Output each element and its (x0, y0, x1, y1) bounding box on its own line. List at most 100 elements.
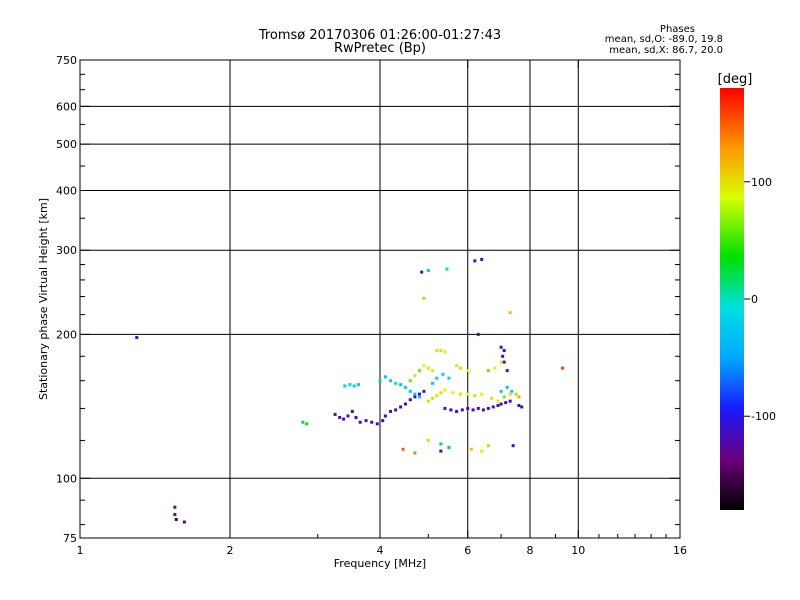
data-point (431, 369, 435, 373)
data-point (473, 259, 477, 263)
data-point (449, 408, 453, 412)
y-tick-label: 750 (56, 54, 77, 67)
data-point (486, 444, 490, 448)
data-point (471, 408, 475, 412)
data-point (491, 405, 495, 409)
data-point (389, 409, 393, 413)
data-point (499, 389, 503, 393)
data-point (499, 360, 503, 364)
data-point (443, 350, 447, 354)
data-point (445, 267, 449, 271)
data-point (413, 395, 417, 399)
grid-lines (80, 60, 680, 538)
data-point (356, 383, 360, 387)
data-point (508, 311, 512, 315)
data-point (510, 389, 514, 393)
data-point (182, 520, 186, 524)
data-point (305, 422, 309, 426)
data-point (476, 332, 480, 336)
data-point (496, 403, 500, 407)
colorbar-tick-label: 0 (751, 293, 758, 306)
data-point (455, 364, 459, 368)
data-point (458, 366, 462, 370)
data-point (364, 419, 368, 423)
data-point (422, 364, 426, 368)
data-point (439, 349, 443, 353)
data-point (358, 420, 362, 424)
y-tick-label: 75 (63, 532, 77, 545)
data-point (561, 366, 565, 370)
data-point (481, 408, 485, 412)
data-point (408, 379, 412, 383)
data-point (431, 396, 435, 400)
x-tick-label: 4 (377, 544, 384, 557)
data-point (333, 412, 337, 416)
data-point (389, 379, 393, 383)
data-point (502, 349, 506, 353)
data-point (443, 388, 447, 392)
chart-title: Tromsø 20170306 01:26:00-01:27:43 (258, 28, 502, 43)
colorbar (720, 88, 744, 510)
data-point (375, 422, 379, 426)
data-point (399, 405, 403, 409)
y-axis-label: Stationary phase Virtual Height [km] (37, 198, 50, 400)
colorbar-tick-label: -100 (751, 410, 776, 423)
data-point (476, 406, 480, 410)
data-point (174, 517, 178, 521)
data-point (517, 395, 521, 399)
data-point (443, 406, 447, 410)
data-point (499, 402, 503, 406)
data-point (342, 417, 346, 421)
data-point (431, 381, 435, 385)
chart-subtitle: RwPretec (Bp) (333, 41, 427, 56)
colorbar-ticks: 100 0 -100 (744, 176, 776, 423)
data-point (343, 384, 347, 388)
phase-stats-title: Phases (659, 24, 695, 35)
data-point (348, 383, 352, 387)
data-point (426, 269, 430, 273)
data-point (417, 395, 421, 399)
data-point (490, 396, 494, 400)
data-point (505, 369, 509, 373)
data-point (466, 392, 470, 396)
phase-stats-x: mean, sd,X: 86.7, 20.0 (609, 45, 723, 56)
data-point (486, 369, 490, 373)
data-point (413, 451, 417, 455)
x-tick-label: 2 (227, 544, 234, 557)
data-point (408, 398, 412, 402)
colorbar-unit: [deg] (718, 72, 753, 87)
data-point (480, 257, 484, 261)
x-axis: 1 2 4 6 8 10 16 (77, 60, 687, 557)
data-point (493, 366, 497, 370)
data-point (501, 354, 505, 358)
data-point (473, 393, 477, 397)
x-tick-label: 1 (77, 544, 84, 557)
data-point (451, 391, 455, 395)
data-point (439, 442, 443, 446)
data-point (383, 414, 387, 418)
data-point (514, 392, 518, 396)
data-point (420, 270, 424, 274)
y-tick-label: 300 (56, 244, 77, 257)
data-point (435, 393, 439, 397)
y-tick-label: 500 (56, 138, 77, 151)
data-point (378, 379, 382, 383)
data-point (173, 512, 177, 516)
data-point (417, 369, 421, 373)
data-point (447, 376, 451, 380)
phase-stats-o: mean, sd,O: -89.0, 19.8 (604, 34, 723, 45)
data-point (469, 447, 473, 451)
data-point (426, 366, 430, 370)
data-point (480, 392, 484, 396)
data-point (502, 395, 506, 399)
data-point (401, 447, 405, 451)
data-point (435, 349, 439, 353)
data-point (408, 389, 412, 393)
x-axis-label: Frequency [MHz] (334, 557, 426, 570)
x-tick-label: 6 (464, 544, 471, 557)
data-points (135, 257, 565, 524)
data-point (394, 381, 398, 385)
data-point (504, 401, 508, 405)
data-point (173, 505, 177, 509)
